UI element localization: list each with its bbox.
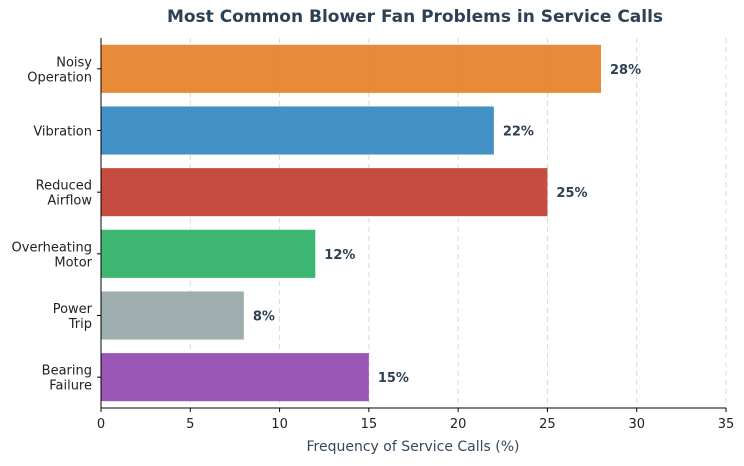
bar-value-label: 22% <box>503 125 534 140</box>
category-label: Power Trip <box>53 302 93 332</box>
x-tick-label: 15 <box>361 417 378 432</box>
x-ticks: 0 5 10 15 20 25 30 35 <box>97 68 735 432</box>
axes <box>100 38 726 409</box>
bar <box>101 106 494 155</box>
category-label: Noisy Operation <box>27 55 92 85</box>
x-tick-label: 35 <box>718 417 735 432</box>
chart-title: Most Common Blower Fan Problems in Servi… <box>167 7 663 27</box>
bar <box>101 291 244 340</box>
category-labels: Noisy Operation Vibration Reduced Airflow Ove… <box>12 55 93 393</box>
bars <box>101 44 601 402</box>
category-label: Reduced Airflow <box>36 179 93 209</box>
x-tick-label: 20 <box>450 417 467 432</box>
x-tick-label: 5 <box>186 417 194 432</box>
bar <box>101 44 601 93</box>
category-label: Overheating Motor <box>12 240 93 270</box>
bar-value-label: 15% <box>378 371 409 386</box>
bar-value-label: 25% <box>556 186 587 201</box>
category-label: Vibration <box>33 125 92 140</box>
bar <box>101 168 548 217</box>
bar <box>101 353 369 402</box>
bar-value-label: 12% <box>324 248 355 263</box>
x-tick-label: 30 <box>628 417 645 432</box>
bar-value-label: 8% <box>253 310 275 325</box>
value-labels: 28% 22% 25% 12% 8% 15% <box>253 63 641 386</box>
bar-value-label: 28% <box>610 63 641 78</box>
x-tick-label: 25 <box>539 417 556 432</box>
x-axis-label: Frequency of Service Calls (%) <box>306 439 519 455</box>
x-tick-label: 10 <box>271 417 288 432</box>
grid-lines <box>189 38 727 408</box>
category-label: Bearing Failure <box>42 364 92 394</box>
bar <box>101 229 316 278</box>
x-tick-label: 0 <box>97 417 105 432</box>
